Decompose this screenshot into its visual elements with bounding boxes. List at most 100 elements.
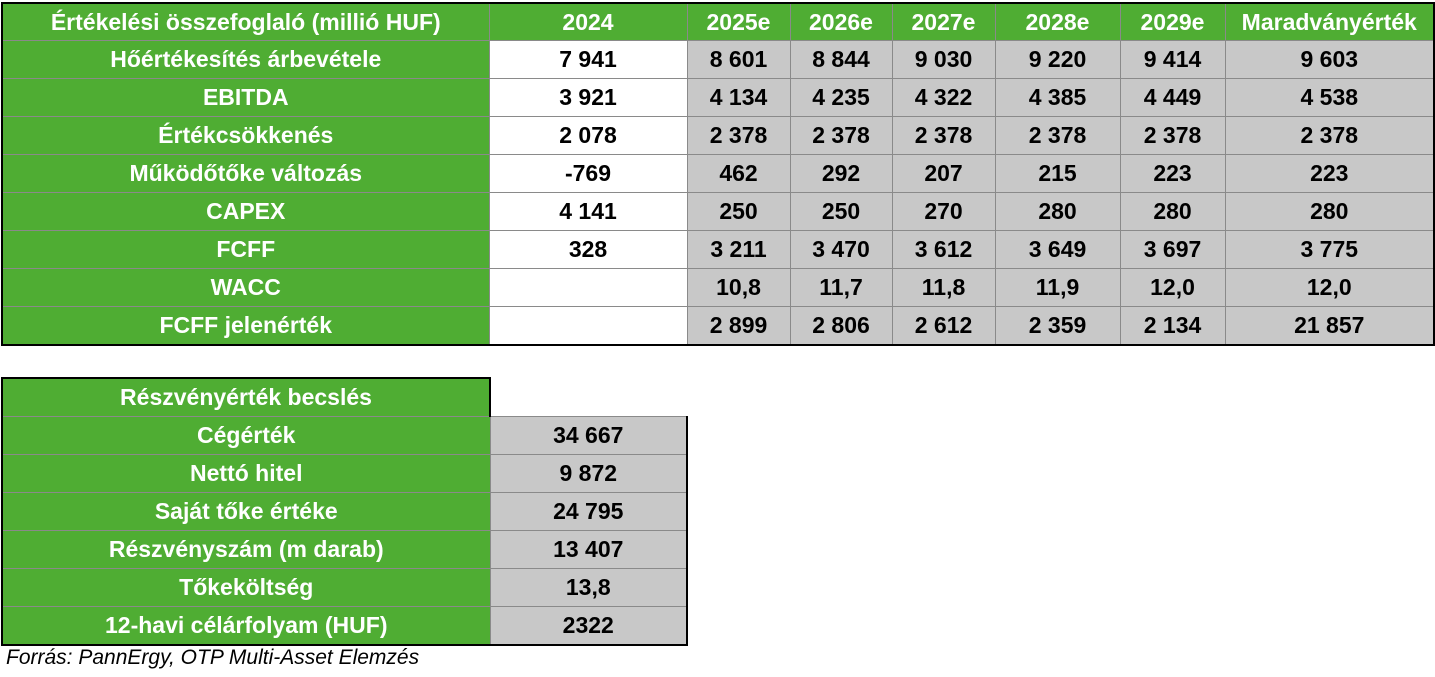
row-label: EBITDA bbox=[1, 78, 490, 117]
row-label: CAPEX bbox=[1, 192, 490, 231]
table-row: Saját tőke értéke 24 795 bbox=[1, 492, 688, 531]
empty-cell bbox=[490, 378, 687, 417]
table-cell: 3 775 bbox=[1224, 230, 1435, 269]
table-cell: 250 bbox=[686, 192, 791, 231]
table-cell: 2 378 bbox=[1224, 116, 1435, 155]
table-cell: 4 385 bbox=[994, 78, 1121, 117]
table-cell: 2 612 bbox=[891, 306, 996, 346]
row-label: Cégérték bbox=[1, 416, 491, 455]
row-label: Saját tőke értéke bbox=[1, 492, 491, 531]
table-cell: 207 bbox=[891, 154, 996, 193]
table-cell: 24 795 bbox=[489, 492, 688, 531]
table-cell: 4 449 bbox=[1119, 78, 1226, 117]
table-cell bbox=[488, 306, 688, 346]
table-row: Tőkeköltség 13,8 bbox=[1, 568, 688, 607]
table-cell: 328 bbox=[488, 230, 688, 269]
equity-table-title: Részvényérték becslés bbox=[1, 377, 491, 417]
table-cell: 292 bbox=[789, 154, 893, 193]
table-header-row: Részvényérték becslés bbox=[1, 377, 687, 417]
table-cell: 270 bbox=[891, 192, 996, 231]
row-label: Működőtőke változás bbox=[1, 154, 490, 193]
table-cell: 3 921 bbox=[488, 78, 688, 117]
table-cell: 10,8 bbox=[686, 268, 791, 307]
column-header: 2025e bbox=[686, 2, 791, 41]
table-cell: 462 bbox=[686, 154, 791, 193]
valuation-summary-table: Értékelési összefoglaló (millió HUF) 202… bbox=[1, 2, 1435, 346]
column-header: 2026e bbox=[789, 2, 893, 41]
table-cell: -769 bbox=[488, 154, 688, 193]
table-row: WACC 10,8 11,7 11,8 11,9 12,0 12,0 bbox=[1, 268, 1435, 307]
table-row: Működőtőke változás -769 462 292 207 215… bbox=[1, 154, 1435, 193]
column-header: 2027e bbox=[891, 2, 996, 41]
table-cell: 2 899 bbox=[686, 306, 791, 346]
row-label: FCFF bbox=[1, 230, 490, 269]
table-cell: 280 bbox=[1119, 192, 1226, 231]
table-cell: 12,0 bbox=[1119, 268, 1226, 307]
table-cell: 3 697 bbox=[1119, 230, 1226, 269]
table-cell: 223 bbox=[1224, 154, 1435, 193]
table-cell: 2 378 bbox=[891, 116, 996, 155]
equity-valuation-table: Részvényérték becslés Cégérték 34 667 Ne… bbox=[1, 377, 688, 646]
table-row: Cégérték 34 667 bbox=[1, 416, 688, 455]
valuation-table-title: Értékelési összefoglaló (millió HUF) bbox=[1, 2, 490, 41]
table-cell: 7 941 bbox=[488, 40, 688, 79]
table-cell: 280 bbox=[994, 192, 1121, 231]
table-header-row: Értékelési összefoglaló (millió HUF) 202… bbox=[1, 2, 1435, 41]
row-label: Hőértékesítés árbevétele bbox=[1, 40, 490, 79]
column-header: 2024 bbox=[488, 2, 688, 41]
table-cell: 12,0 bbox=[1224, 268, 1435, 307]
table-cell: 3 649 bbox=[994, 230, 1121, 269]
table-row: FCFF jelenérték 2 899 2 806 2 612 2 359 … bbox=[1, 306, 1435, 346]
table-cell: 13 407 bbox=[489, 530, 688, 569]
table-cell: 9 030 bbox=[891, 40, 996, 79]
column-header: 2029e bbox=[1119, 2, 1226, 41]
table-cell: 9 414 bbox=[1119, 40, 1226, 79]
table-cell: 21 857 bbox=[1224, 306, 1435, 346]
table-cell: 2 806 bbox=[789, 306, 893, 346]
row-label: FCFF jelenérték bbox=[1, 306, 490, 346]
table-cell: 8 601 bbox=[686, 40, 791, 79]
table-row: EBITDA 3 921 4 134 4 235 4 322 4 385 4 4… bbox=[1, 78, 1435, 117]
column-header: 2028e bbox=[994, 2, 1121, 41]
row-label: 12-havi célárfolyam (HUF) bbox=[1, 606, 491, 646]
table-cell: 8 844 bbox=[789, 40, 893, 79]
table-cell: 2 378 bbox=[994, 116, 1121, 155]
table-row: CAPEX 4 141 250 250 270 280 280 280 bbox=[1, 192, 1435, 231]
table-cell: 3 470 bbox=[789, 230, 893, 269]
table-cell: 4 134 bbox=[686, 78, 791, 117]
table-cell: 9 603 bbox=[1224, 40, 1435, 79]
table-cell: 2 378 bbox=[1119, 116, 1226, 155]
table-cell: 9 220 bbox=[994, 40, 1121, 79]
row-label: WACC bbox=[1, 268, 490, 307]
table-cell: 9 872 bbox=[489, 454, 688, 493]
table-row: Részvényszám (m darab) 13 407 bbox=[1, 530, 688, 569]
table-row: Értékcsökkenés 2 078 2 378 2 378 2 378 2… bbox=[1, 116, 1435, 155]
row-label: Nettó hitel bbox=[1, 454, 491, 493]
table-cell: 34 667 bbox=[489, 416, 688, 455]
table-cell: 215 bbox=[994, 154, 1121, 193]
column-header: Maradványérték bbox=[1224, 2, 1435, 41]
table-cell: 3 211 bbox=[686, 230, 791, 269]
table-cell: 2 134 bbox=[1119, 306, 1226, 346]
table-cell: 3 612 bbox=[891, 230, 996, 269]
table-cell: 4 538 bbox=[1224, 78, 1435, 117]
table-cell: 2 359 bbox=[994, 306, 1121, 346]
table-cell: 2 078 bbox=[488, 116, 688, 155]
table-cell: 4 235 bbox=[789, 78, 893, 117]
table-cell: 250 bbox=[789, 192, 893, 231]
table-cell: 11,9 bbox=[994, 268, 1121, 307]
table-cell: 2 378 bbox=[789, 116, 893, 155]
source-note: Forrás: PannErgy, OTP Multi-Asset Elemzé… bbox=[6, 646, 420, 669]
table-row: FCFF 328 3 211 3 470 3 612 3 649 3 697 3… bbox=[1, 230, 1435, 269]
table-cell: 223 bbox=[1119, 154, 1226, 193]
table-cell: 2322 bbox=[489, 606, 688, 646]
table-cell: 11,8 bbox=[891, 268, 996, 307]
table-row: Nettó hitel 9 872 bbox=[1, 454, 688, 493]
row-label: Értékcsökkenés bbox=[1, 116, 490, 155]
table-cell: 4 322 bbox=[891, 78, 996, 117]
table-cell: 11,7 bbox=[789, 268, 893, 307]
table-cell bbox=[488, 268, 688, 307]
table-cell: 2 378 bbox=[686, 116, 791, 155]
row-label: Tőkeköltség bbox=[1, 568, 491, 607]
table-cell: 4 141 bbox=[488, 192, 688, 231]
